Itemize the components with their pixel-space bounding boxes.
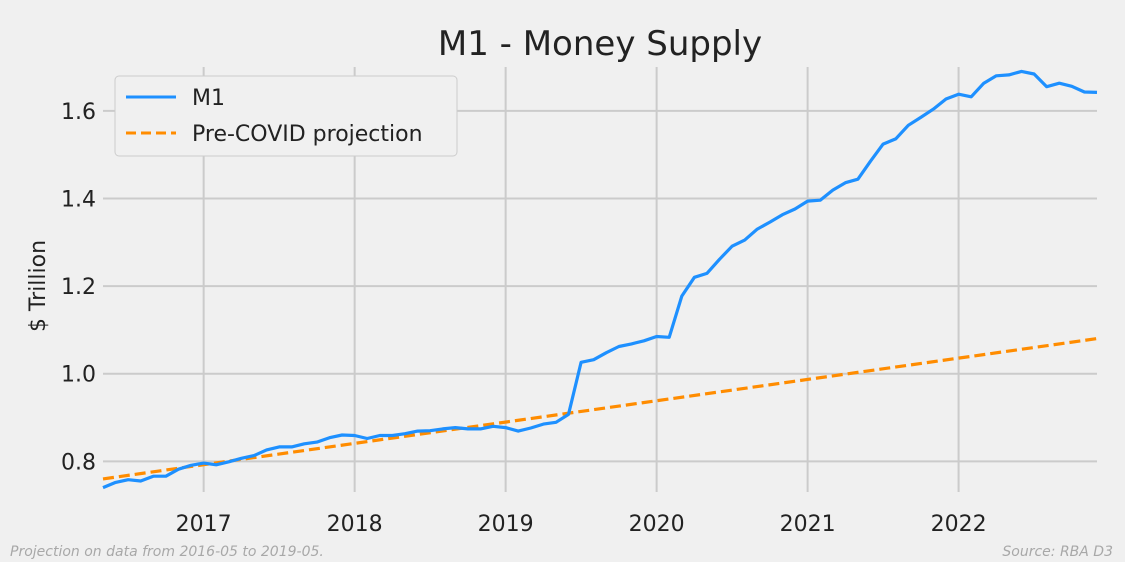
m1-series-line <box>102 69 1098 490</box>
chart-title: M1 - Money Supply <box>438 24 762 64</box>
y-tick-label: 1.4 <box>61 187 96 212</box>
y-tick-label: 1.6 <box>61 100 96 125</box>
legend-label-projection: Pre-COVID projection <box>192 122 423 147</box>
x-tick-label: 2017 <box>176 512 232 537</box>
tick-labels: 0.8 1.0 1.2 1.4 1.6 2017 2018 2019 2020 2021 2022 <box>61 100 987 537</box>
x-tick-label: 2021 <box>780 512 836 537</box>
y-tick-label: 1.0 <box>61 363 96 388</box>
y-axis-label: $ Trillion <box>26 240 51 332</box>
source-footnote: Source: RBA D3 <box>1002 544 1113 560</box>
projection-series-line <box>102 337 1098 481</box>
y-tick-label: 0.8 <box>61 450 96 475</box>
y-tick-label: 1.2 <box>61 275 96 300</box>
series-lines <box>102 69 1098 490</box>
projection-footnote: Projection on data from 2016-05 to 2019-… <box>10 544 324 560</box>
legend: M1 Pre-COVID projection <box>114 75 458 157</box>
x-tick-label: 2019 <box>478 512 534 537</box>
legend-label-m1: M1 <box>192 86 225 111</box>
x-tick-label: 2022 <box>931 512 987 537</box>
x-tick-label: 2018 <box>327 512 383 537</box>
x-tick-label: 2020 <box>629 512 685 537</box>
legend-box <box>114 75 458 157</box>
